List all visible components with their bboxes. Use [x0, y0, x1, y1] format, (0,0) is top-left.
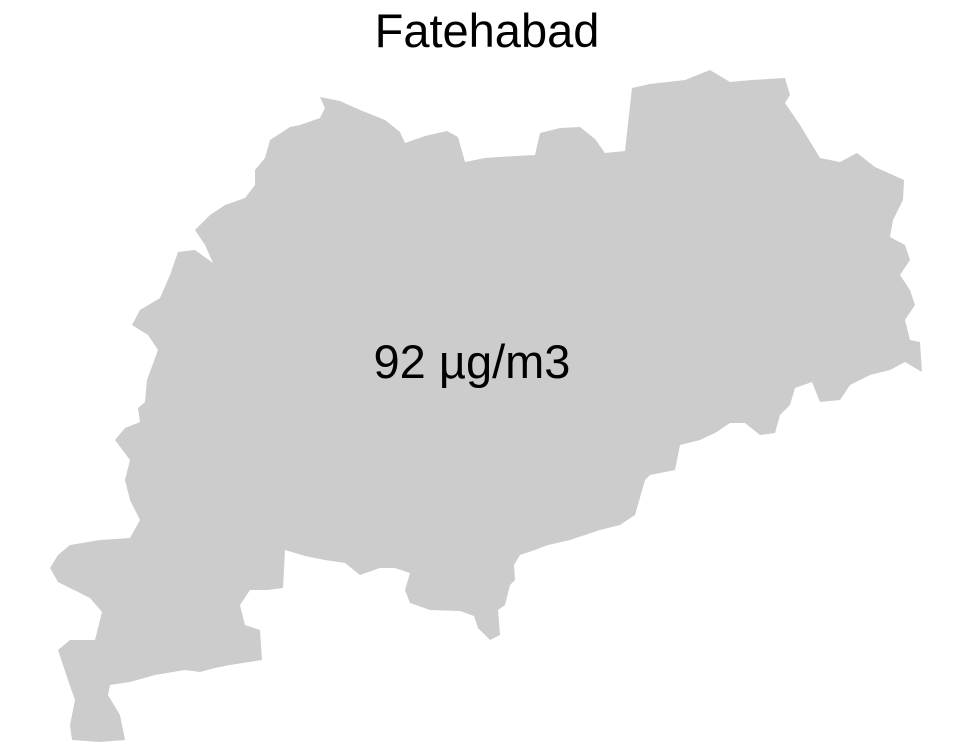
map-title: Fatehabad — [375, 4, 600, 57]
fatehabad-district-shape — [50, 70, 922, 742]
pollution-value-label: 92 µg/m3 — [374, 335, 571, 388]
